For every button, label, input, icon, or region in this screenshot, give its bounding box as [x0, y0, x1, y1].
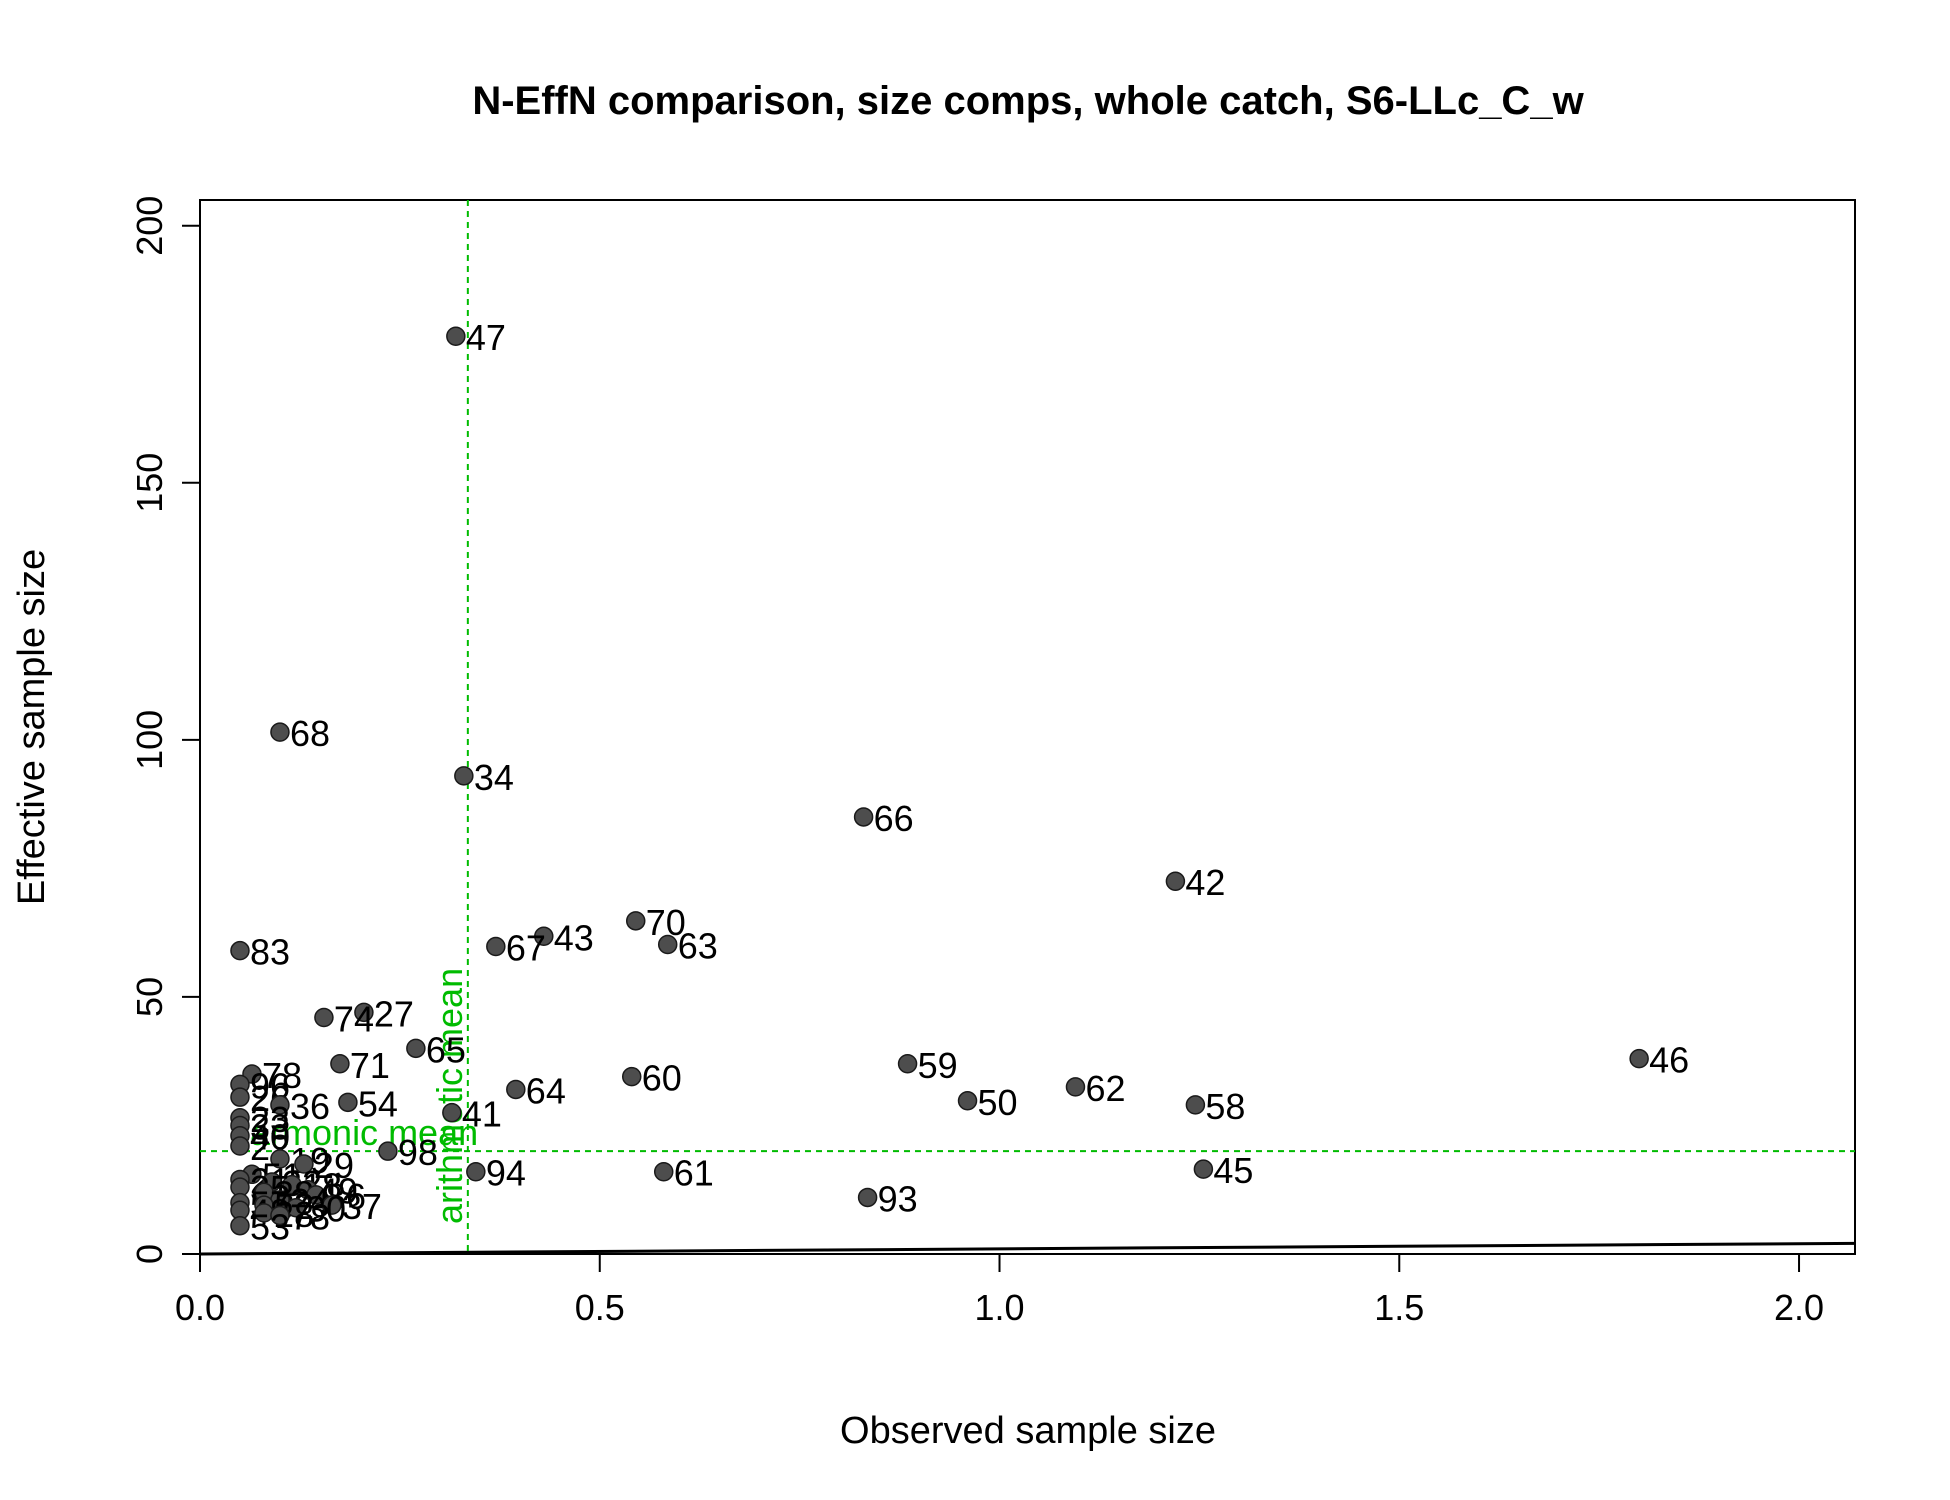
- point-label: 59: [918, 1045, 958, 1086]
- point-label: 94: [486, 1153, 526, 1194]
- data-point: [1065, 1077, 1086, 1097]
- point-label: 30: [306, 1189, 346, 1230]
- point-label: 42: [1185, 862, 1225, 903]
- y-tick-label: 150: [129, 453, 170, 513]
- point-label: 61: [674, 1153, 714, 1194]
- point-label: 63: [678, 925, 718, 966]
- data-point: [957, 1091, 978, 1111]
- data-point: [1193, 1159, 1214, 1179]
- point-label: 27: [374, 993, 414, 1034]
- data-point: [270, 722, 290, 742]
- data-point: [286, 1197, 306, 1218]
- arithmetic-mean-label: arithmetic mean: [429, 968, 470, 1224]
- x-tick-label: 2.0: [1774, 1287, 1824, 1328]
- data-point: [230, 1215, 250, 1236]
- data-point: [306, 1185, 326, 1205]
- data-point: [270, 1095, 290, 1115]
- point-label: 83: [250, 932, 290, 973]
- point-label: 60: [642, 1058, 682, 1099]
- point-label: 46: [1649, 1040, 1689, 1081]
- data-point: [314, 1007, 334, 1028]
- x-tick-label: 0.0: [175, 1287, 225, 1328]
- harmonic-mean-label: harmonic mean: [230, 1112, 478, 1153]
- point-label: 64: [526, 1070, 566, 1111]
- x-tick-label: 0.5: [575, 1287, 625, 1328]
- x-axis: 0.0 0.5 1.0 1.5 2.0: [175, 1253, 1824, 1328]
- point-label: 54: [358, 1083, 398, 1124]
- data-point: [230, 940, 250, 961]
- data-point: [354, 1002, 374, 1023]
- data-point: [534, 926, 554, 947]
- data-point: [897, 1054, 918, 1074]
- point-label: 78: [262, 1055, 302, 1096]
- point-label: 41: [462, 1094, 502, 1135]
- data-point: [294, 1154, 314, 1174]
- y-axis: 0 50 100 150 200: [129, 196, 201, 1264]
- y-tick-label: 0: [129, 1244, 170, 1264]
- data-point: [466, 1161, 486, 1182]
- data-point: [442, 1102, 462, 1123]
- data-point: [270, 1205, 290, 1226]
- point-label: 53: [250, 1207, 290, 1248]
- data-point: [653, 1161, 674, 1182]
- data-point: [1185, 1095, 1206, 1115]
- data-point: [657, 934, 678, 955]
- y-tick-label: 100: [129, 710, 170, 770]
- point-label: 66: [874, 798, 914, 839]
- point-label: 43: [554, 917, 594, 958]
- diagonal-line-layer: [199, 1241, 1856, 1256]
- data-point: [853, 807, 874, 827]
- data-point: [486, 936, 506, 957]
- data-point: [230, 1087, 250, 1107]
- point-label: 33: [250, 1106, 290, 1147]
- data-point: [1165, 871, 1186, 891]
- point-label: 34: [474, 757, 514, 798]
- point-label: 29: [314, 1145, 354, 1186]
- y-tick-label: 200: [129, 196, 170, 256]
- data-point: [621, 1066, 642, 1087]
- data-point: [625, 911, 646, 931]
- y-tick-label: 50: [129, 977, 170, 1017]
- data-point: [322, 1195, 342, 1215]
- one-to-one-line: [199, 1241, 1856, 1256]
- point-label: 98: [398, 1132, 438, 1173]
- point-label: 93: [878, 1178, 918, 1219]
- point-label: 50: [978, 1082, 1018, 1123]
- data-point: [338, 1092, 358, 1113]
- point-label: 74: [334, 998, 374, 1039]
- data-point: [270, 1149, 290, 1169]
- data-point: [857, 1187, 878, 1208]
- x-tick-label: 1.5: [1374, 1287, 1424, 1328]
- data-point: [230, 1136, 250, 1156]
- point-label: 37: [342, 1186, 382, 1227]
- data-point: [506, 1079, 526, 1100]
- point-label: 58: [1205, 1086, 1245, 1127]
- data-point: [406, 1038, 426, 1059]
- x-tick-label: 1.0: [974, 1287, 1024, 1328]
- point-label: 67: [506, 928, 546, 969]
- chart-title: N-EffN comparison, size comps, whole cat…: [472, 79, 1584, 123]
- point-label: 78: [290, 1196, 330, 1237]
- point-label: 36: [290, 1086, 330, 1127]
- point-label: 71: [350, 1045, 390, 1086]
- point-label: 23: [250, 1099, 290, 1140]
- point-label: 45: [1213, 1150, 1253, 1191]
- point-label: 68: [290, 713, 330, 754]
- x-axis-label: Observed sample size: [840, 1410, 1216, 1452]
- data-point: [1629, 1048, 1649, 1069]
- point-label: 65: [426, 1029, 466, 1070]
- data-point: [378, 1141, 398, 1161]
- data-point: [454, 766, 474, 786]
- y-axis-label: Effective sample size: [11, 549, 53, 905]
- point-label: 47: [466, 317, 506, 358]
- data-point: [446, 326, 466, 346]
- data-point: [330, 1054, 350, 1074]
- point-label: 62: [1085, 1068, 1125, 1109]
